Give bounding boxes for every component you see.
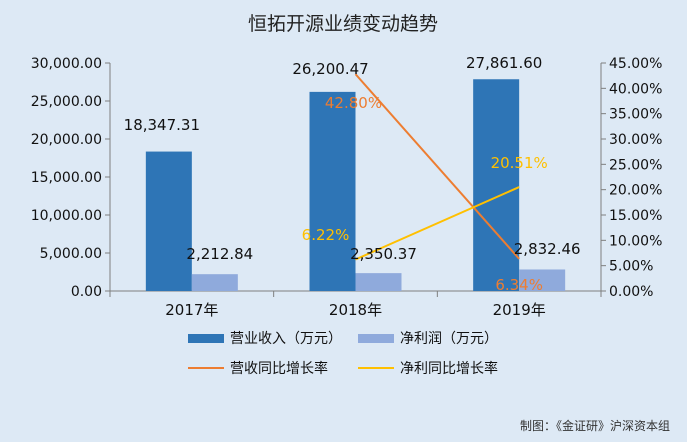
line-value-label: 42.80%	[325, 94, 382, 112]
legend-label: 营业收入（万元）	[230, 331, 342, 347]
left-tick-label: 0.00	[71, 284, 102, 300]
lines	[354, 73, 520, 261]
x-tick-label: 2017年	[165, 301, 218, 319]
bar-revenue	[309, 91, 356, 291]
x-tick-label: 2019年	[493, 301, 546, 319]
line-revenue-growth	[354, 73, 520, 260]
legend-label: 净利同比增长率	[400, 360, 498, 377]
right-tick-label: 15.00%	[609, 208, 662, 224]
bar-value-label: 2,832.46	[514, 240, 581, 258]
right-tick-label: 10.00%	[609, 233, 662, 249]
x-tick-label: 2018年	[329, 301, 382, 319]
legend-label: 净利润（万元）	[400, 331, 498, 347]
right-tick-label: 40.00%	[609, 81, 662, 97]
bar-revenue	[473, 79, 520, 292]
axes: 0.00 5,000.00 10,000.00 15,000.00 20,000.00 2…	[31, 56, 663, 319]
source-note: 制图：《金证研》沪深资本组	[520, 418, 670, 433]
legend: 营业收入（万元） 净利润（万元） 营收同比增长率 净利同比增长率	[188, 331, 498, 377]
left-tick-label: 5,000.00	[40, 246, 102, 262]
line-value-label: 6.34%	[495, 276, 543, 294]
data-labels: 18,347.31 26,200.47 27,861.60 2,212.84 2,350…	[124, 54, 581, 294]
right-tick-label: 20.00%	[609, 183, 662, 199]
left-tick-label: 30,000.00	[31, 56, 102, 72]
right-tick-label: 45.00%	[609, 56, 662, 72]
line-profit-growth	[355, 186, 520, 261]
line-value-label: 20.51%	[491, 154, 548, 172]
bar-value-label: 2,350.37	[350, 245, 417, 263]
legend-swatch	[188, 334, 224, 343]
bar-value-label: 27,861.60	[466, 54, 542, 72]
right-tick-label: 30.00%	[609, 132, 662, 148]
right-tick-label: 5.00%	[609, 259, 653, 275]
line-value-label: 6.22%	[302, 226, 350, 244]
left-tick-label: 15,000.00	[31, 170, 102, 186]
chart-title: 恒拓开源业绩变动趋势	[248, 13, 438, 35]
bar-value-label: 2,212.84	[186, 245, 253, 263]
bar-net-profit	[191, 274, 238, 291]
bar-net-profit	[519, 269, 566, 291]
right-tick-label: 0.00%	[609, 284, 653, 300]
bar-value-label: 26,200.47	[292, 60, 368, 78]
legend-label: 营收同比增长率	[230, 360, 328, 377]
bar-revenue	[145, 151, 192, 291]
left-tick-label: 20,000.00	[31, 132, 102, 148]
bar-net-profit	[355, 273, 402, 291]
left-tick-label: 25,000.00	[31, 94, 102, 110]
legend-swatch	[358, 334, 394, 343]
bar-value-label: 18,347.31	[124, 116, 200, 134]
bars	[145, 79, 566, 292]
right-tick-label: 35.00%	[609, 107, 662, 123]
left-tick-label: 10,000.00	[31, 208, 102, 224]
right-tick-label: 25.00%	[609, 157, 662, 173]
